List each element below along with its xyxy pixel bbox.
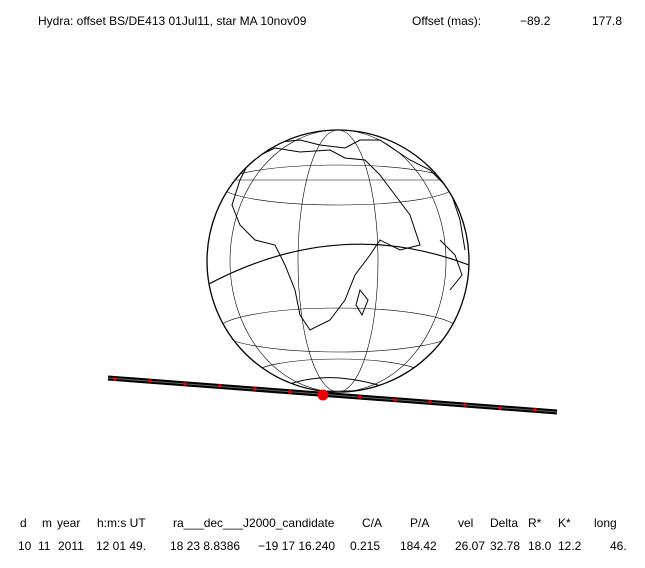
offset-dec: 177.8 (592, 14, 622, 28)
cell: 0.215 (350, 539, 380, 553)
cell: 46. (610, 539, 627, 553)
cell: 11 (38, 539, 51, 553)
shadow-track (107, 375, 558, 415)
cell: 12.2 (558, 539, 582, 553)
cell: 32.78 (490, 539, 520, 553)
offset-ra: −89.2 (520, 14, 551, 28)
column-header: long (594, 516, 617, 530)
cell: 18 23 8.8386 (170, 539, 240, 553)
event-table: d m year h:m:s UT ra___dec___J2000_candidate… (18, 516, 627, 553)
column-header: C/A (362, 516, 382, 530)
column-header: R* (528, 516, 542, 530)
cell: 12 01 49. (96, 539, 146, 553)
column-header: m (42, 516, 52, 530)
cell: 26.07 (455, 539, 485, 553)
column-header: Delta (490, 516, 518, 530)
cell: 18.0 (528, 539, 552, 553)
column-header: vel (458, 516, 473, 530)
column-header: P/A (410, 516, 429, 530)
column-header: d (20, 516, 27, 530)
column-header: year (57, 516, 80, 530)
cell: −19 17 16.240 (258, 539, 335, 553)
cell: 184.42 (400, 539, 437, 553)
globe (206, 129, 470, 393)
cell: 10 (18, 539, 32, 553)
closest-approach (317, 389, 329, 401)
cell: 2011 (58, 539, 84, 553)
column-header: h:m:s UT (97, 516, 146, 530)
map-title: Hydra: offset BS/DE413 01Jul11, star MA … (38, 14, 307, 28)
offset-label: Offset (mas): (412, 14, 481, 28)
column-header: ra___dec___J2000_candidate (173, 516, 335, 530)
column-header: K* (558, 516, 571, 530)
